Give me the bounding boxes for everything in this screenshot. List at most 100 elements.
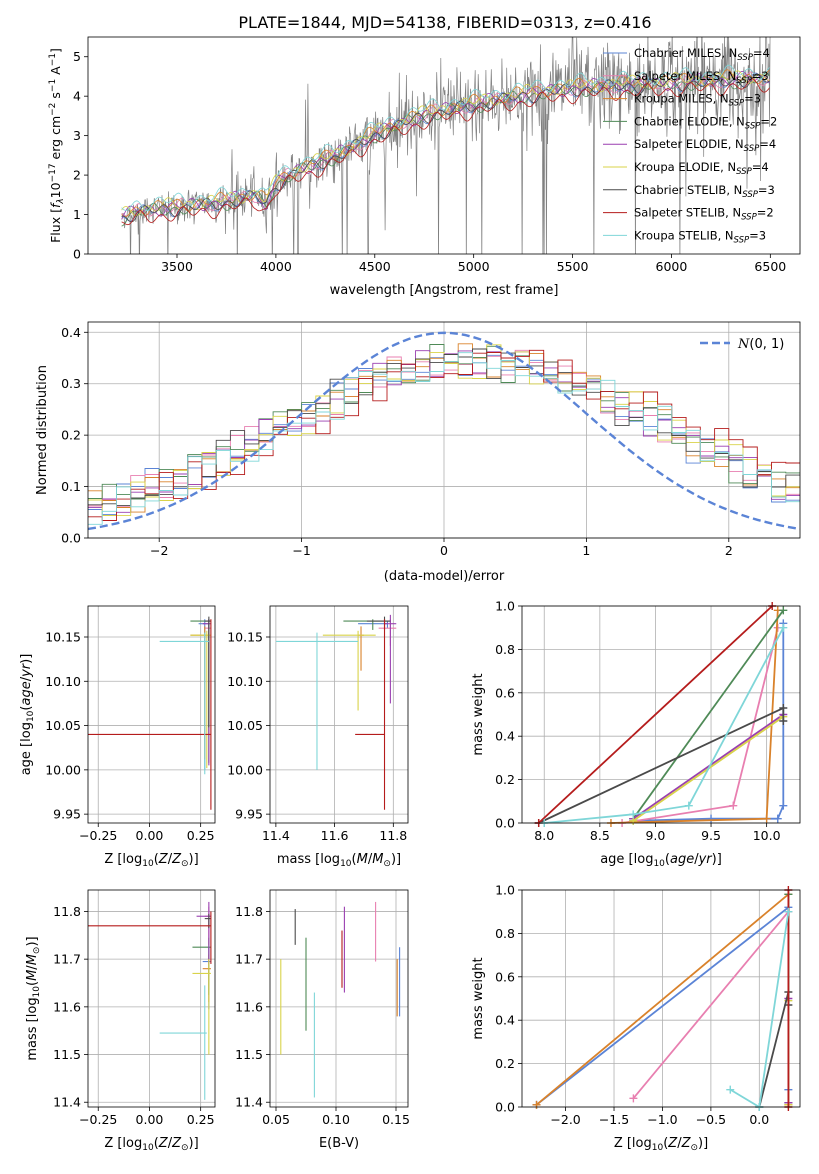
errorbar-kroupa-stelib — [275, 632, 359, 770]
x-tick-label: −2.0 — [550, 1112, 580, 1127]
x-tick-label: 0.05 — [262, 1112, 290, 1127]
weight-marker — [726, 1085, 735, 1094]
x-tick-label: −0.25 — [79, 1112, 117, 1127]
y-tick-label: 10.00 — [227, 762, 263, 777]
weight_vs_Z-x-label: Z [log10(Z/Z⊙)] — [614, 1136, 708, 1153]
weight-marker — [729, 801, 738, 810]
errorbar-salpeter-stelib — [88, 619, 212, 810]
errorbar-kroupa-miles — [358, 626, 364, 671]
x-tick-label: 4000 — [260, 259, 292, 274]
age_vs_mass-frame — [269, 605, 409, 824]
y-tick-label: 10.15 — [227, 630, 263, 645]
model-salpeter-stelib-line — [121, 78, 770, 226]
y-tick-label: 0.0 — [495, 816, 515, 831]
legend-entry: Salpeter STELIB, NSSP=2 — [634, 206, 774, 223]
mass_vs_Z-y-label: mass [log10(M/M⊙)] — [25, 936, 42, 1060]
mass_vs_EBV-frame — [269, 889, 409, 1108]
residuals-axes: −2 −1 0 1 2 0.0 0.1 0.2 0.3 0.4 — [61, 322, 800, 558]
x-tick-label: −1 — [292, 543, 310, 558]
x-tick-label: 11.8 — [379, 828, 407, 843]
residuals-y-label: Normed distribution — [35, 365, 50, 495]
errorbar-chabrier-elodie — [192, 937, 211, 995]
legend-entry: Salpeter MILES, NSSP=3 — [634, 69, 769, 86]
weight-salpeter-elodie-line — [632, 713, 784, 820]
x-tick-label: 9.5 — [701, 828, 721, 843]
weight-marker — [773, 814, 782, 823]
residuals-x-label: (data-model)/error — [384, 569, 505, 584]
weight_vs_age-plot — [534, 602, 788, 827]
errorbar-salpeter-stelib — [88, 911, 212, 964]
legend-entry: Chabrier STELIB, NSSP=3 — [634, 183, 775, 200]
mass_vs_Z-frame — [87, 889, 216, 1108]
x-tick-label: −0.25 — [79, 828, 117, 843]
y-tick-label: 11.8 — [235, 904, 263, 919]
y-tick-label: 11.8 — [53, 904, 81, 919]
y-tick-label: 5 — [73, 49, 81, 64]
weight_vs_age-axes: 8.0 8.5 9.0 9.5 10.0 0.0 0.2 0.4 0.6 0.8 1.0 — [495, 599, 800, 843]
x-tick-label: 0.0 — [749, 1112, 769, 1127]
y-tick-label: 0.0 — [61, 531, 81, 546]
legend-entry: Kroupa ELODIE, NSSP=4 — [634, 160, 769, 177]
y-tick-label: 11.7 — [235, 952, 263, 967]
y-tick-label: 0.8 — [495, 926, 515, 941]
y-tick-label: 0.2 — [495, 772, 515, 787]
weight-marker — [707, 814, 716, 823]
y-tick-label: 11.5 — [235, 1047, 263, 1062]
x-tick-label: 11.4 — [262, 828, 290, 843]
x-tick-label: −1.5 — [599, 1112, 629, 1127]
errorbar-kroupa-elodie — [322, 630, 376, 711]
y-tick-label: 0.4 — [495, 1013, 515, 1028]
weight-marker — [532, 1100, 541, 1109]
errorbar-kroupa-stelib — [159, 985, 207, 1100]
y-tick-label: 11.5 — [53, 1047, 81, 1062]
weight_vs_age-frame — [521, 605, 801, 824]
y-tick-label: 0.2 — [61, 428, 81, 443]
x-tick-label: −2 — [150, 543, 168, 558]
age_vs_mass-plot — [275, 614, 397, 810]
x-tick-label: 11.6 — [321, 828, 349, 843]
x-tick-label: 8.0 — [534, 828, 554, 843]
weight-salpeter-miles-line — [632, 911, 790, 1099]
y-tick-label: 0.6 — [495, 969, 515, 984]
errorbar-salpeter-miles — [204, 619, 211, 735]
legend-entry: Kroupa MILES, NSSP=3 — [634, 92, 761, 109]
hist-chabrier-stelib-step — [88, 348, 800, 507]
legend-entry: Chabrier ELODIE, NSSP=2 — [634, 114, 777, 131]
x-tick-label: 0.25 — [187, 828, 215, 843]
spectrum-plot — [121, 37, 771, 254]
errorbar-kroupa-stelib — [159, 632, 209, 775]
figure-title: PLATE=1844, MJD=54138, FIBERID=0313, z=0… — [238, 13, 651, 32]
y-tick-label: 9.95 — [53, 807, 81, 822]
y-tick-label: 1 — [73, 207, 81, 222]
age_vs_mass-x-label: mass [log10(M/M⊙)] — [277, 852, 401, 869]
y-tick-label: 1.0 — [495, 599, 515, 614]
y-tick-label: 1.0 — [495, 883, 515, 898]
x-tick-label: 4500 — [359, 259, 391, 274]
x-tick-label: 1 — [582, 543, 590, 558]
spectrum-frame — [87, 36, 801, 255]
x-tick-label: −1.0 — [647, 1112, 677, 1127]
y-tick-label: 0 — [73, 247, 81, 262]
normal-legend-label: N(0, 1) — [737, 337, 784, 352]
weight-marker — [779, 717, 788, 726]
y-tick-label: 10.00 — [45, 762, 81, 777]
model-salpeter-elodie-line — [121, 70, 770, 220]
y-tick-label: 10.10 — [227, 674, 263, 689]
weight_vs_Z-frame — [521, 889, 801, 1108]
x-tick-label: 5000 — [458, 259, 490, 274]
weight_vs_Z-plot — [532, 886, 793, 1111]
errorbar-salpeter-stelib — [355, 619, 386, 810]
y-tick-label: 10.05 — [45, 718, 81, 733]
y-tick-label: 4 — [73, 89, 81, 104]
weight-marker — [684, 801, 693, 810]
x-tick-label: 6500 — [754, 259, 786, 274]
mass_vs_EBV-x-label: E(B-V) — [319, 1136, 359, 1151]
spectrum-axes: 3500 4000 4500 5000 5500 6000 6500 0 1 2 3 4 5 — [73, 49, 786, 274]
y-tick-label: 3 — [73, 128, 81, 143]
age_vs_mass-axes: 11.4 11.6 11.8 9.95 10.00 10.05 10.10 10.15 — [227, 606, 408, 843]
x-tick-label: 0.10 — [322, 1112, 350, 1127]
mass_vs_EBV-axes: 0.05 0.10 0.15 11.4 11.5 11.6 11.7 11.8 — [235, 890, 410, 1127]
mass_vs_Z-plot — [88, 901, 212, 1100]
y-tick-label: 10.15 — [45, 630, 81, 645]
